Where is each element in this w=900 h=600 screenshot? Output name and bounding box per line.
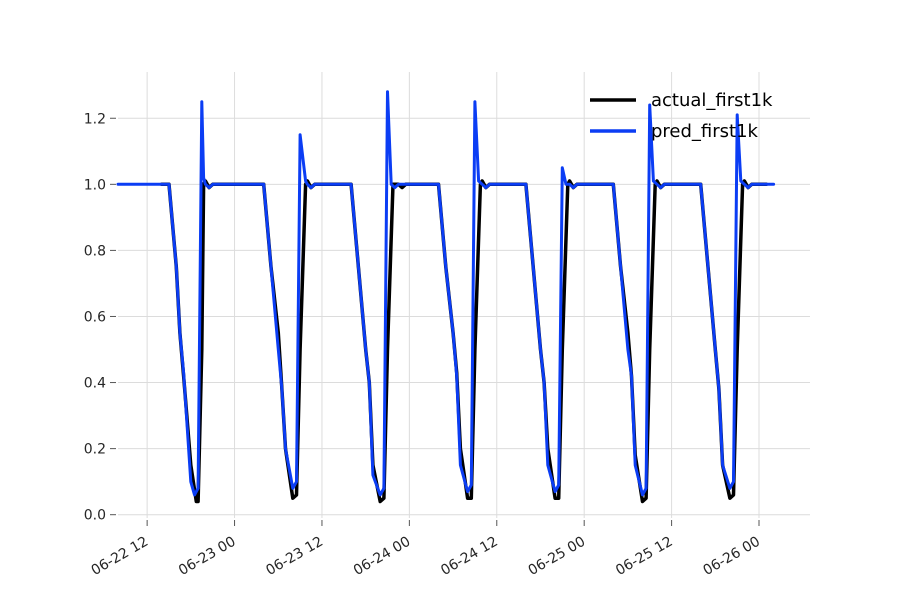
y-tick-label: 0.4 [84,376,106,392]
y-tick-label: 0.2 [84,442,106,458]
y-tick-label: 0.0 [84,508,106,524]
y-tick-label: 1.2 [84,111,106,127]
legend-label: pred_first1k [651,121,759,142]
y-tick-label: 0.8 [84,243,106,259]
series-lines [116,90,776,504]
grid-lines [118,72,810,518]
legend-label: actual_first1k [651,90,773,111]
y-tick-label: 1.0 [84,177,106,193]
y-tick-label: 0.6 [84,309,106,325]
series-line-pred_first1k [116,90,776,497]
legend: actual_first1k pred_first1k [590,90,773,142]
